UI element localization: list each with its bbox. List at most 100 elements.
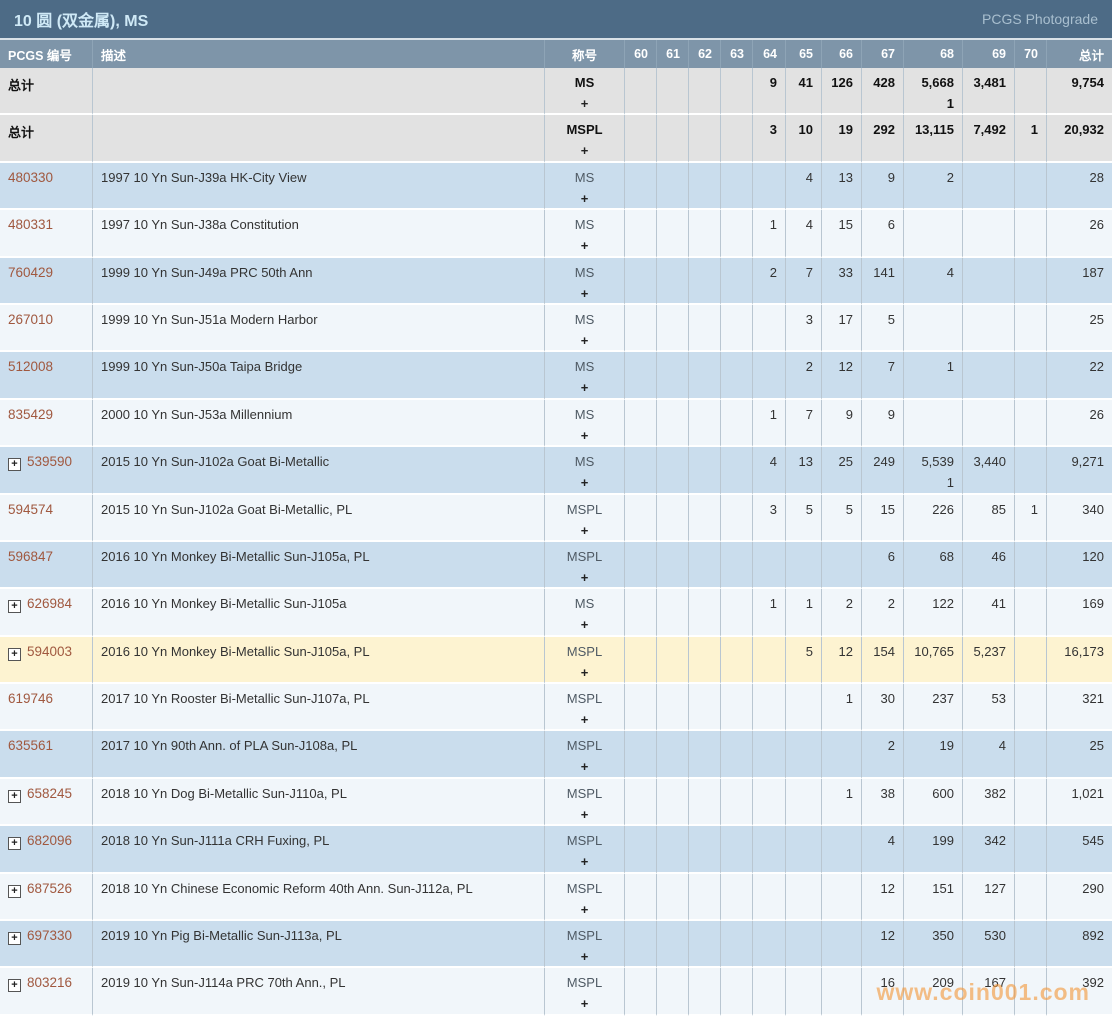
grade-60-cell bbox=[624, 873, 656, 922]
grade-62-cell bbox=[688, 541, 720, 590]
pcgs-number-cell: 总计 bbox=[0, 115, 92, 163]
expand-plus-icon[interactable]: + bbox=[8, 789, 21, 803]
grade-64-cell bbox=[752, 921, 785, 969]
pcgs-number-link[interactable]: 267010 bbox=[8, 311, 54, 327]
grade-60-cell bbox=[624, 921, 656, 969]
grade-63-cell bbox=[720, 115, 752, 163]
designation-cell: MS + bbox=[544, 447, 624, 495]
grade-65-cell: 10 bbox=[785, 115, 821, 163]
expand-plus-icon[interactable]: + bbox=[8, 884, 21, 898]
grade-65-cell: 5 bbox=[785, 494, 821, 542]
designation-cell: MSPL + bbox=[544, 541, 624, 590]
grade-69-cell bbox=[962, 257, 1014, 305]
designation-cell: MSPL + bbox=[544, 731, 624, 779]
grade-61-cell bbox=[656, 257, 688, 305]
pcgs-number-link[interactable]: 835429 bbox=[8, 406, 54, 422]
description-cell bbox=[92, 115, 544, 163]
pcgs-number-link[interactable]: 480331 bbox=[8, 217, 54, 233]
grade-65-cell: 7 bbox=[785, 257, 821, 305]
pcgs-number-link[interactable]: 626984 bbox=[27, 596, 73, 612]
expand-plus-icon[interactable]: + bbox=[8, 600, 21, 614]
pcgs-number-link[interactable]: 619746 bbox=[8, 691, 54, 707]
grade-61-cell bbox=[656, 68, 688, 116]
grade-70-cell bbox=[1014, 684, 1046, 732]
designation-cell: MS + bbox=[544, 68, 624, 116]
designation-cell: MS + bbox=[544, 257, 624, 305]
expand-plus-icon[interactable]: + bbox=[8, 837, 21, 851]
grade-64-cell: 1 bbox=[752, 210, 785, 258]
table-row: 512008 1999 10 Yn Sun-J50a Taipa Bridge MS… bbox=[0, 352, 1112, 400]
grade-66-cell: 1 bbox=[821, 684, 861, 732]
col-header-grade-68: 68 bbox=[903, 40, 962, 68]
grade-67-cell: 7 bbox=[861, 352, 903, 400]
grade-60-cell bbox=[624, 636, 656, 685]
grade-69-cell: 4 bbox=[962, 731, 1014, 779]
expand-plus-icon[interactable]: + bbox=[8, 932, 21, 946]
designation-cell: MSPL + bbox=[544, 494, 624, 542]
grade-66-cell bbox=[821, 921, 861, 969]
description-cell: 2017 10 Yn 90th Ann. of PLA Sun-J108a, P… bbox=[92, 731, 544, 779]
pcgs-photograde-link[interactable]: PCGS Photograde bbox=[982, 11, 1098, 27]
pcgs-number-link[interactable]: 594574 bbox=[8, 501, 54, 517]
description-cell: 1997 10 Yn Sun-J39a HK-City View bbox=[92, 162, 544, 211]
description-cell: 2019 10 Yn Sun-J114a PRC 70th Ann., PL bbox=[92, 968, 544, 1016]
pcgs-number-link[interactable]: 594003 bbox=[27, 643, 73, 659]
grade-65-cell: 4 bbox=[785, 210, 821, 258]
grade-63-cell bbox=[720, 636, 752, 685]
designation-grade: MS bbox=[574, 596, 595, 612]
pcgs-number-link[interactable]: 658245 bbox=[27, 785, 73, 801]
designation-plus: + bbox=[580, 522, 589, 538]
designation-plus: + bbox=[580, 664, 589, 680]
pcgs-number-link[interactable]: 512008 bbox=[8, 359, 54, 375]
table-row: 267010 1999 10 Yn Sun-J51a Modern Harbor M… bbox=[0, 304, 1112, 353]
pcgs-number-link[interactable]: 596847 bbox=[8, 548, 54, 564]
grade-66-cell bbox=[821, 968, 861, 1016]
grade-67-cell: 9 bbox=[861, 162, 903, 211]
grade-69-cell bbox=[962, 352, 1014, 400]
pcgs-number-link[interactable]: 480330 bbox=[8, 169, 54, 185]
grade-62-cell bbox=[688, 968, 720, 1016]
total-row-label: 总计 bbox=[8, 125, 35, 141]
grade-62-cell bbox=[688, 352, 720, 400]
table-row: 594574 2015 10 Yn Sun-J102a Goat Bi-Metal… bbox=[0, 494, 1112, 542]
description-cell: 2016 10 Yn Monkey Bi-Metallic Sun-J105a bbox=[92, 589, 544, 637]
grade-69-cell: 382 bbox=[962, 778, 1014, 827]
grade-66-cell: 12 bbox=[821, 636, 861, 685]
pcgs-number-link[interactable]: 803216 bbox=[27, 975, 73, 991]
total-row-label: 总计 bbox=[8, 78, 35, 93]
grade-67-cell: 6 bbox=[861, 210, 903, 258]
grade-68-plus-value: 1 bbox=[946, 96, 954, 111]
expand-plus-icon[interactable]: + bbox=[8, 647, 21, 661]
grade-65-cell bbox=[785, 731, 821, 779]
designation-grade: MSPL bbox=[566, 785, 603, 801]
col-header-grade-69: 69 bbox=[962, 40, 1014, 68]
page-title: 10 圆 (双金属), MS bbox=[14, 13, 149, 30]
expand-plus-icon[interactable]: + bbox=[8, 458, 21, 472]
pcgs-number-cell: 267010 bbox=[0, 304, 92, 353]
designation-plus: + bbox=[580, 949, 589, 965]
pcgs-number-link[interactable]: 760429 bbox=[8, 264, 54, 280]
grade-70-cell bbox=[1014, 589, 1046, 637]
pcgs-number-link[interactable]: 539590 bbox=[27, 454, 73, 470]
grade-68-cell: 151 bbox=[903, 873, 962, 922]
grade-66-cell bbox=[821, 731, 861, 779]
designation-cell: MSPL + bbox=[544, 921, 624, 969]
grade-68-cell bbox=[903, 304, 962, 353]
pcgs-number-link[interactable]: 635561 bbox=[8, 738, 54, 754]
grade-67-cell: 154 bbox=[861, 636, 903, 685]
table-row: +803216 2019 10 Yn Sun-J114a PRC 70th Ann… bbox=[0, 968, 1112, 1016]
expand-plus-icon[interactable]: + bbox=[8, 979, 21, 993]
grade-67-cell: 2 bbox=[861, 589, 903, 637]
designation-plus: + bbox=[580, 285, 589, 301]
grade-67-cell: 2 bbox=[861, 731, 903, 779]
grade-68-cell: 5,668 1 bbox=[903, 68, 962, 116]
grade-63-cell bbox=[720, 399, 752, 448]
pcgs-number-link[interactable]: 682096 bbox=[27, 833, 73, 849]
grade-61-cell bbox=[656, 589, 688, 637]
designation-grade: MSPL bbox=[566, 738, 603, 754]
pcgs-number-link[interactable]: 697330 bbox=[27, 928, 73, 944]
grade-69-cell bbox=[962, 304, 1014, 353]
pcgs-number-link[interactable]: 687526 bbox=[27, 880, 73, 896]
row-total-cell: 25 bbox=[1046, 731, 1112, 779]
grade-70-cell bbox=[1014, 447, 1046, 495]
